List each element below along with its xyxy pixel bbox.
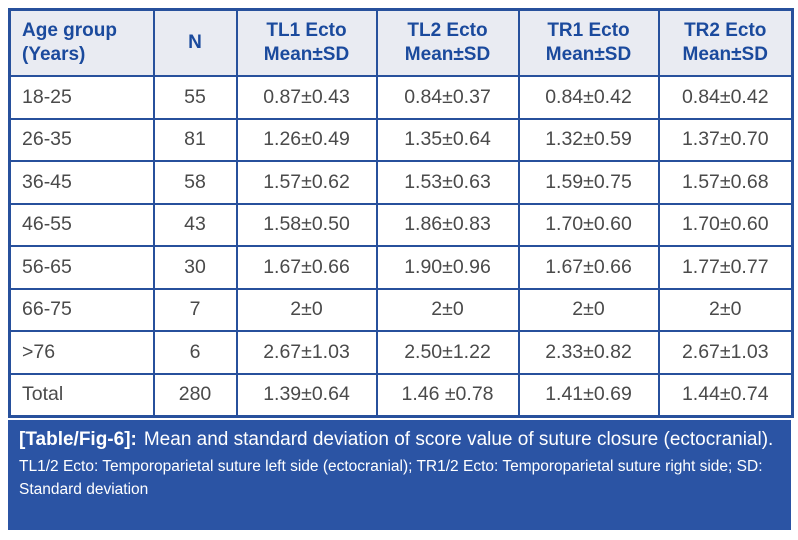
col-header-line: Mean±SD bbox=[545, 44, 632, 65]
age-group-cell: 56-65 bbox=[8, 245, 155, 290]
col-header-n: N bbox=[152, 8, 238, 77]
tl1-ecto-cell: 1.67±0.66 bbox=[235, 245, 378, 290]
tr1-ecto-cell: 1.70±0.60 bbox=[517, 202, 660, 247]
col-header-line: TL2 Ecto bbox=[407, 20, 488, 42]
n-cell: 58 bbox=[152, 160, 238, 205]
tr2-ecto-cell: 1.70±0.60 bbox=[657, 202, 794, 247]
tr2-ecto-cell: 1.77±0.77 bbox=[657, 245, 794, 290]
age-group-cell: Total bbox=[8, 372, 155, 418]
age-group-cell: >76 bbox=[8, 330, 155, 375]
col-header-line: TR2 Ecto bbox=[684, 20, 767, 42]
age-group-cell: 66-75 bbox=[8, 287, 155, 332]
table-row: 46-55 43 1.58±0.50 1.86±0.83 1.70±0.60 1… bbox=[8, 202, 794, 247]
col-header-line: N bbox=[188, 32, 202, 54]
tr2-ecto-cell: 1.44±0.74 bbox=[657, 372, 794, 418]
col-header-line: Age group bbox=[22, 20, 117, 42]
suture-closure-table: Age group (Years) N TL1 Ecto Mean±SD TL2… bbox=[8, 8, 794, 418]
tl2-ecto-cell: 1.53±0.63 bbox=[375, 160, 520, 205]
tl2-ecto-cell: 1.90±0.96 bbox=[375, 245, 520, 290]
table-row: 56-65 30 1.67±0.66 1.90±0.96 1.67±0.66 1… bbox=[8, 245, 794, 290]
n-cell: 55 bbox=[152, 75, 238, 120]
col-header-tr2-ecto: TR2 Ecto Mean±SD bbox=[657, 8, 794, 77]
tr2-ecto-cell: 2±0 bbox=[657, 287, 794, 332]
n-cell: 6 bbox=[152, 330, 238, 375]
tr1-ecto-cell: 0.84±0.42 bbox=[517, 75, 660, 120]
tl1-ecto-cell: 1.58±0.50 bbox=[235, 202, 378, 247]
caption-text: Mean and standard deviation of score val… bbox=[143, 429, 774, 450]
table-row: 66-75 7 2±0 2±0 2±0 2±0 bbox=[8, 287, 794, 332]
age-group-cell: 18-25 bbox=[8, 75, 155, 120]
n-cell: 30 bbox=[152, 245, 238, 290]
table-row: 18-25 55 0.87±0.43 0.84±0.37 0.84±0.42 0… bbox=[8, 75, 794, 120]
tr1-ecto-cell: 1.59±0.75 bbox=[517, 160, 660, 205]
col-header-line: Mean±SD bbox=[404, 44, 491, 65]
col-header-tl2-ecto: TL2 Ecto Mean±SD bbox=[375, 8, 520, 77]
caption-panel: [Table/Fig-6]: Mean and standard deviatio… bbox=[8, 420, 791, 530]
n-cell: 280 bbox=[152, 372, 238, 418]
n-cell: 81 bbox=[152, 117, 238, 162]
col-header-line: Mean±SD bbox=[263, 44, 350, 65]
n-cell: 43 bbox=[152, 202, 238, 247]
table-caption: [Table/Fig-6]: Mean and standard deviatio… bbox=[19, 427, 779, 453]
tl2-ecto-cell: 1.46 ±0.78 bbox=[375, 372, 520, 418]
table-row: >76 6 2.67±1.03 2.50±1.22 2.33±0.82 2.67… bbox=[8, 330, 794, 375]
tr2-ecto-cell: 0.84±0.42 bbox=[657, 75, 794, 120]
col-header-age-group: Age group (Years) bbox=[8, 8, 155, 77]
tl1-ecto-cell: 1.26±0.49 bbox=[235, 117, 378, 162]
age-group-cell: 46-55 bbox=[8, 202, 155, 247]
tl2-ecto-cell: 0.84±0.37 bbox=[375, 75, 520, 120]
tl1-ecto-cell: 2.67±1.03 bbox=[235, 330, 378, 375]
age-group-cell: 36-45 bbox=[8, 160, 155, 205]
table-row: 26-35 81 1.26±0.49 1.35±0.64 1.32±0.59 1… bbox=[8, 117, 794, 162]
age-group-cell: 26-35 bbox=[8, 117, 155, 162]
tl2-ecto-cell: 2.50±1.22 bbox=[375, 330, 520, 375]
tl2-ecto-cell: 1.86±0.83 bbox=[375, 202, 520, 247]
col-header-tl1-ecto: TL1 Ecto Mean±SD bbox=[235, 8, 378, 77]
n-cell: 7 bbox=[152, 287, 238, 332]
tr2-ecto-cell: 1.37±0.70 bbox=[657, 117, 794, 162]
header-row: Age group (Years) N TL1 Ecto Mean±SD TL2… bbox=[8, 8, 794, 77]
tr2-ecto-cell: 2.67±1.03 bbox=[657, 330, 794, 375]
col-header-line: TL1 Ecto bbox=[266, 20, 347, 42]
caption-label: [Table/Fig-6]: bbox=[19, 429, 137, 450]
col-header-line: Mean±SD bbox=[682, 44, 768, 65]
tl1-ecto-cell: 1.57±0.62 bbox=[235, 160, 378, 205]
table-footnote: TL1/2 Ecto: Temporoparietal suture left … bbox=[19, 458, 763, 498]
tl2-ecto-cell: 2±0 bbox=[375, 287, 520, 332]
tl1-ecto-cell: 1.39±0.64 bbox=[235, 372, 378, 418]
table-container: Age group (Years) N TL1 Ecto Mean±SD TL2… bbox=[8, 8, 794, 418]
tr1-ecto-cell: 2.33±0.82 bbox=[517, 330, 660, 375]
tr1-ecto-cell: 2±0 bbox=[517, 287, 660, 332]
table-row: 36-45 58 1.57±0.62 1.53±0.63 1.59±0.75 1… bbox=[8, 160, 794, 205]
tl2-ecto-cell: 1.35±0.64 bbox=[375, 117, 520, 162]
tl1-ecto-cell: 2±0 bbox=[235, 287, 378, 332]
col-header-line: (Years) bbox=[22, 44, 86, 65]
tr1-ecto-cell: 1.41±0.69 bbox=[517, 372, 660, 418]
tr2-ecto-cell: 1.57±0.68 bbox=[657, 160, 794, 205]
tl1-ecto-cell: 0.87±0.43 bbox=[235, 75, 378, 120]
tr1-ecto-cell: 1.32±0.59 bbox=[517, 117, 660, 162]
table-row-total: Total 280 1.39±0.64 1.46 ±0.78 1.41±0.69… bbox=[8, 372, 794, 418]
col-header-tr1-ecto: TR1 Ecto Mean±SD bbox=[517, 8, 660, 77]
col-header-line: TR1 Ecto bbox=[547, 20, 630, 42]
tr1-ecto-cell: 1.67±0.66 bbox=[517, 245, 660, 290]
